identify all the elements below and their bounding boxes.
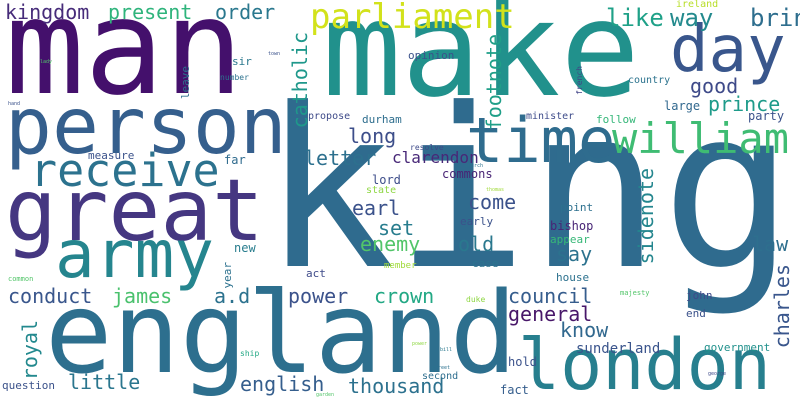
- word-sir: sir: [232, 55, 252, 68]
- word-large: large: [664, 99, 701, 113]
- word-like: like: [606, 4, 664, 32]
- word-know: know: [560, 318, 609, 342]
- word-act: act: [306, 267, 326, 280]
- word-far: far: [224, 153, 246, 167]
- word-thousand: thousand: [348, 374, 445, 398]
- word-catholic: catholic: [288, 32, 312, 129]
- word-set: set: [378, 216, 415, 240]
- word-ireland: ireland: [676, 0, 719, 10]
- word-measure: measure: [88, 149, 135, 162]
- word-george: george: [708, 371, 727, 377]
- word-sunderland: sunderland: [576, 341, 661, 357]
- word-fact: fact: [500, 383, 529, 397]
- word-thomas: thomas: [486, 187, 505, 193]
- word-ship: ship: [240, 349, 260, 358]
- word-little: little: [68, 370, 141, 394]
- word-common: common: [8, 275, 34, 283]
- word-hand: hand: [8, 101, 21, 107]
- word-a.d: a.d: [214, 284, 251, 308]
- word-majesty: majesty: [620, 289, 650, 297]
- word-garden: garden: [316, 392, 335, 398]
- word-clarendon: clarendon: [392, 148, 479, 167]
- word-general: general: [508, 302, 593, 326]
- word-good: good: [690, 74, 739, 98]
- word-number: number: [220, 73, 249, 82]
- word-enemy: enemy: [360, 232, 421, 256]
- word-second: second: [422, 371, 459, 382]
- word-letter: letter: [304, 146, 377, 170]
- word-house: house: [556, 271, 590, 284]
- word-time: time: [466, 104, 616, 177]
- word-durham: durham: [362, 113, 402, 126]
- word-say: say: [556, 242, 593, 266]
- word-parliament: parliament: [310, 0, 515, 37]
- word-king: king: [262, 62, 795, 319]
- word-town: town: [268, 51, 281, 57]
- word-case: case: [472, 257, 499, 270]
- word-royal: royal: [18, 320, 42, 381]
- word-english: english: [240, 372, 325, 396]
- word-conduct: conduct: [8, 284, 93, 308]
- word-lady: lady: [40, 59, 53, 65]
- word-end: end: [686, 307, 706, 320]
- word-hold: hold: [508, 355, 537, 369]
- word-london: london: [518, 324, 771, 400]
- word-order: order: [215, 0, 276, 24]
- word-crown: crown: [374, 284, 435, 308]
- word-follow: follow: [596, 113, 636, 126]
- word-great: great: [5, 161, 264, 261]
- word-church: church: [465, 163, 484, 169]
- word-appear: appear: [550, 233, 590, 246]
- word-england: england: [45, 269, 518, 399]
- word-french: french: [575, 66, 584, 95]
- word-power: power: [288, 284, 349, 308]
- word-leave: leave: [179, 66, 192, 100]
- word-point: point: [560, 201, 594, 214]
- word-lord: lord: [372, 173, 401, 187]
- word-law: law: [752, 232, 789, 256]
- word-street: street: [432, 365, 451, 371]
- word-bring: bring: [750, 4, 800, 32]
- word-council: council: [508, 284, 593, 308]
- word-year: year: [221, 262, 234, 289]
- word-commons: commons: [442, 167, 493, 181]
- word-minister: minister: [526, 111, 575, 122]
- word-way: way: [670, 4, 714, 32]
- word-question: question: [2, 379, 55, 392]
- word-country: country: [628, 75, 671, 86]
- word-duke: duke: [466, 295, 486, 304]
- word-early: early: [460, 215, 494, 228]
- word-power-small: power: [412, 341, 428, 347]
- word-new: new: [234, 241, 256, 255]
- word-propose: propose: [308, 111, 351, 122]
- word-kingdom: kingdom: [5, 0, 90, 24]
- word-man: man: [5, 0, 244, 125]
- word-opinion: opinion: [408, 49, 455, 62]
- word-earl: earl: [352, 196, 401, 220]
- word-person: person: [5, 82, 287, 172]
- word-government: government: [704, 341, 771, 354]
- word-party: party: [748, 109, 785, 123]
- word-john: john: [686, 289, 713, 302]
- word-prince: prince: [708, 92, 781, 116]
- word-sidenote: sidenote: [634, 168, 658, 265]
- word-bishop: bishop: [550, 219, 594, 233]
- word-come: come: [468, 190, 517, 214]
- word-bill: bill: [440, 347, 453, 353]
- word-footnote: footnote: [482, 34, 506, 131]
- word-day: day: [670, 13, 786, 87]
- word-james: james: [112, 284, 173, 308]
- word-make: make: [322, 0, 640, 127]
- word-present: present: [108, 0, 193, 24]
- word-state: state: [366, 185, 397, 196]
- word-charles: charles: [770, 264, 794, 349]
- word-receive: receive: [30, 144, 220, 197]
- word-william: william: [612, 114, 790, 163]
- word-long: long: [348, 124, 397, 148]
- word-member: member: [384, 261, 417, 271]
- word-army: army: [55, 216, 214, 293]
- word-resolve: resolve: [410, 143, 444, 152]
- word-old: old: [458, 232, 495, 256]
